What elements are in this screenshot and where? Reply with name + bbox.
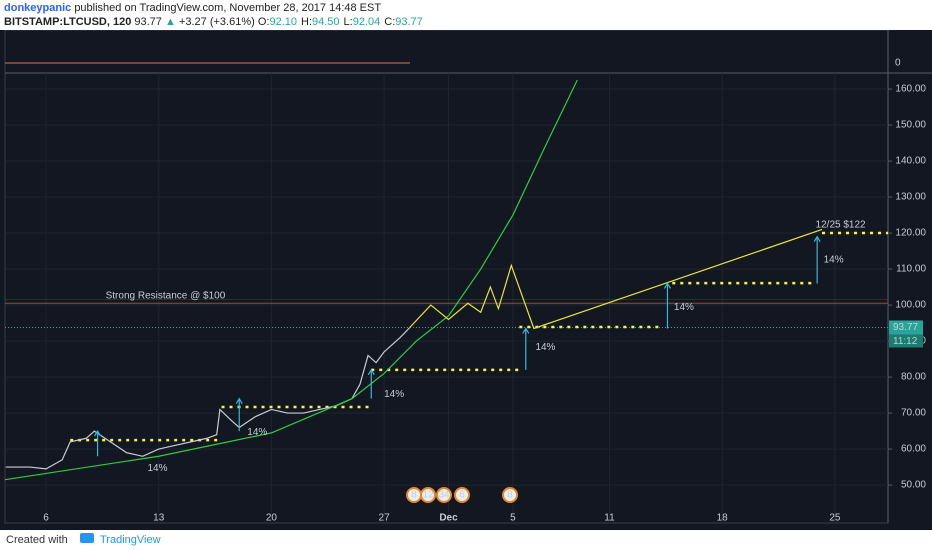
ohlc-key: O: <box>257 16 270 28</box>
countdown: 11:12 <box>893 336 918 347</box>
x-tick-label: 13 <box>153 513 165 524</box>
event-label: 6 <box>459 490 465 501</box>
arrow <box>663 282 671 329</box>
annotation: 14% <box>247 427 267 438</box>
y-tick-label: 60.00 <box>901 444 926 455</box>
event-badge <box>454 487 470 503</box>
arrow <box>367 368 375 399</box>
created-with: Created with <box>6 534 68 546</box>
y-tick-label: 80.00 <box>901 372 926 383</box>
ohlc: O:92.10 H:94.50 L:92.04 C:93.77 <box>258 16 427 28</box>
ohlc-value: 92.10 <box>269 16 297 28</box>
annotation: 14% <box>384 389 404 400</box>
x-tick-label: 6 <box>43 513 49 524</box>
ohlc-key: L: <box>343 16 353 28</box>
arrow <box>235 397 243 432</box>
plot: 50.0060.0070.0080.0090.00100.00110.00120… <box>4 58 926 524</box>
published: published on TradingView.com, November 2… <box>74 2 382 14</box>
x-tick-label: 18 <box>717 513 729 524</box>
y-tick-label: 50.00 <box>901 480 926 491</box>
ohlc-value: 92.04 <box>352 16 381 28</box>
author[interactable]: donkeypanic <box>4 2 72 14</box>
x-tick-label: 5 <box>510 513 516 524</box>
event-label: 12 <box>422 490 434 501</box>
last: 93.77 <box>134 16 162 28</box>
event-label: 8 <box>411 490 417 501</box>
event-badge <box>436 487 452 503</box>
arrow <box>522 327 530 370</box>
event-badge <box>502 487 518 503</box>
background <box>0 30 932 530</box>
annotation: 12/25 $122 <box>816 219 866 230</box>
ohlc-key: C: <box>384 16 396 28</box>
y-tick-label: 160.00 <box>895 84 926 95</box>
annotation: 14% <box>824 255 844 266</box>
x-tick-label: 20 <box>266 513 278 524</box>
ohlc-value: 94.50 <box>312 16 340 28</box>
header: donkeypanic published on TradingView.com… <box>0 0 932 30</box>
last-price-label: 93.77 <box>893 322 918 333</box>
x-tick-label: 25 <box>829 513 841 524</box>
y-tick-label: 140.00 <box>895 156 926 167</box>
series-line <box>5 327 411 470</box>
annotation: 14% <box>147 463 167 474</box>
event-label: 8 <box>507 490 513 501</box>
event-label: 34 <box>438 490 450 501</box>
annotation: 14% <box>535 342 555 353</box>
ohlc-key: H: <box>301 16 312 28</box>
y-tick-label: 130.00 <box>895 192 926 203</box>
brand[interactable]: TradingView <box>100 534 161 546</box>
logo <box>80 533 94 543</box>
chart: 50.0060.0070.0080.0090.00100.00110.00120… <box>0 30 932 530</box>
y-tick-label: 100.00 <box>895 300 926 311</box>
x-tick-label: 27 <box>379 513 391 524</box>
footer: Created with TradingView <box>0 530 932 550</box>
series-line <box>4 79 578 481</box>
last-price-box <box>889 320 923 335</box>
y-tick-label: 150.00 <box>895 120 926 131</box>
arrow <box>94 429 102 457</box>
annotation: Strong Resistance @ $100 <box>106 291 226 302</box>
y-tick-label: 110.00 <box>896 264 926 275</box>
arrow <box>813 235 821 284</box>
indicator-tick-label: 0 <box>895 58 901 69</box>
y-tick-label: 70.00 <box>901 408 926 419</box>
series-line <box>409 228 823 330</box>
symbol: BITSTAMP:LTCUSD, 120 <box>4 16 132 28</box>
ohlc-value: 93.77 <box>395 16 423 28</box>
countdown-box <box>889 334 923 348</box>
x-tick-label: Dec <box>439 513 458 524</box>
event-badge <box>420 487 436 503</box>
change: +3.27 (+3.61%) <box>178 16 255 28</box>
y-tick-label: 120.00 <box>895 228 926 239</box>
header-line: donkeypanic published on TradingView.com… <box>4 2 381 14</box>
annotation: 14% <box>674 302 694 313</box>
header-line: BITSTAMP:LTCUSD, 120 93.77 ▲ +3.27 (+3.6… <box>4 16 427 28</box>
up-arrow: ▲ <box>164 16 176 28</box>
x-tick-label: 11 <box>604 513 615 524</box>
